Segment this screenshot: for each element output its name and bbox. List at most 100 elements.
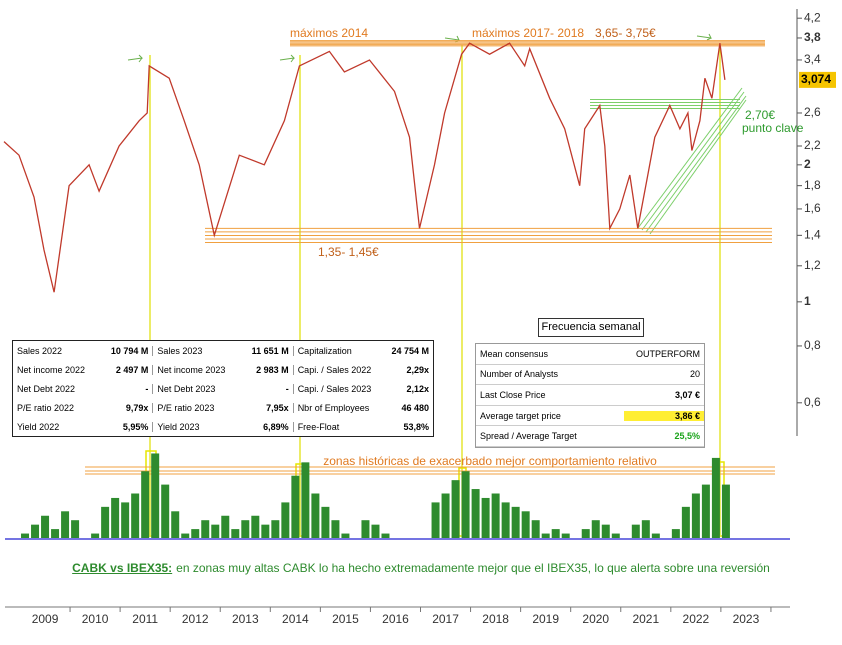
bar: [591, 520, 600, 538]
x-tick-label: 2012: [182, 612, 209, 626]
y-tick-label: 0,8: [804, 338, 821, 352]
table-cell: 5,95%: [101, 421, 154, 432]
y-tick-label: 2,2: [804, 138, 821, 152]
bar: [341, 533, 350, 538]
consensus-table: Mean consensus OUTPERFORM Number of Analys…: [475, 343, 705, 448]
x-tick-label: 2020: [582, 612, 609, 626]
bar: [301, 462, 310, 538]
table-cell: 20: [689, 369, 700, 380]
y-tick-label: 1: [804, 294, 811, 308]
table-cell: Sales 2023: [157, 345, 203, 356]
x-tick-label: 2010: [82, 612, 109, 626]
threshold: [85, 466, 775, 475]
bar: [671, 529, 680, 538]
bar: [361, 520, 370, 538]
zone-label: 2,70€: [745, 108, 775, 122]
x-tick-label: 2021: [632, 612, 659, 626]
table-row: Average target price 3,86 €: [476, 406, 704, 427]
table-row: Number of Analysts 20: [476, 365, 704, 386]
bar: [481, 497, 490, 538]
table-row: Mean consensus OUTPERFORM: [476, 344, 704, 365]
bar: [681, 506, 690, 538]
bar: [321, 506, 330, 538]
bar: [601, 524, 610, 538]
x-tick-label: 2019: [532, 612, 559, 626]
table-cell: Capitalization: [297, 345, 352, 356]
bar: [381, 533, 390, 538]
bar: [91, 533, 100, 538]
bar: [501, 502, 510, 538]
bar: [41, 515, 50, 538]
x-tick-label: 2013: [232, 612, 259, 626]
bar: [21, 533, 30, 538]
bar: [241, 520, 250, 538]
table-cell: Last Close Price: [480, 389, 546, 400]
annotation: máximos 2014: [290, 26, 368, 40]
table-cell: Sales 2022: [17, 345, 63, 356]
table-cell: 24 754 M: [391, 345, 430, 356]
zone-label: 1,35- 1,45€: [318, 245, 379, 259]
trend-channel: [637, 87, 747, 235]
x-tick-label: 2023: [733, 612, 760, 626]
x-tick-label: 2014: [282, 612, 309, 626]
y-tick-label: 0,6: [804, 395, 821, 409]
table-row: Yield 2022 5,95% Yield 2023 6,89% Free-Float…: [13, 417, 433, 436]
bar: [611, 533, 620, 538]
table-cell: Number of Analysts: [480, 369, 559, 380]
bar: [71, 520, 80, 538]
bar: [171, 511, 180, 538]
bar: [651, 533, 660, 538]
y-tick-label: 2: [804, 157, 811, 171]
table-row: Spread / Average Target 25,5%: [476, 426, 704, 447]
bar: [511, 506, 520, 538]
bar: [461, 471, 470, 538]
bar: [371, 524, 380, 538]
table-cell: 10 794 M: [101, 345, 154, 356]
bar: [561, 533, 570, 538]
bar: [531, 520, 540, 538]
table-cell: Yield 2022: [17, 421, 60, 432]
last-price-label: 3,074: [801, 72, 831, 86]
bar: [101, 506, 110, 538]
bar: [201, 520, 210, 538]
bar: [431, 502, 440, 538]
y-tick-label: 2,6: [804, 105, 821, 119]
bar: [471, 489, 480, 538]
y-tick-label: 3,4: [804, 52, 821, 66]
bar: [211, 524, 220, 538]
table-cell: Net Debt 2022: [17, 383, 76, 394]
bar: [491, 493, 500, 538]
bar: [221, 515, 230, 538]
bar: [131, 493, 140, 538]
bar: [271, 520, 280, 538]
bar: [711, 457, 720, 538]
table-cell: -: [242, 383, 294, 394]
x-tick-label: 2017: [432, 612, 459, 626]
bar: [311, 493, 320, 538]
bar: [141, 471, 150, 538]
table-cell: Nbr of Employees: [297, 402, 370, 413]
annotation: zonas históricas de exacerbado mejor com…: [323, 454, 657, 468]
table-cell: Capi. / Sales 2022: [297, 364, 372, 375]
table-cell: 9,79x: [101, 402, 154, 413]
bar: [261, 524, 270, 538]
table-cell: P/E ratio 2023: [157, 402, 215, 413]
x-tick-label: 2018: [482, 612, 509, 626]
table-cell: 2,29x: [406, 364, 430, 375]
table-cell: 53,8%: [403, 421, 430, 432]
bar: [521, 511, 530, 538]
bar: [551, 529, 560, 538]
bar: [61, 511, 70, 538]
bar: [641, 520, 650, 538]
caption-text: en zonas muy altas CABK lo ha hecho extr…: [176, 561, 770, 575]
last-price-box: [799, 71, 836, 88]
bar: [51, 529, 60, 538]
table-cell: 25,5%: [674, 431, 700, 442]
table-cell: Average target price: [480, 410, 561, 421]
table-cell: 3,07 €: [674, 389, 700, 400]
table-cell: Net income 2023: [157, 364, 226, 375]
caption-lead: CABK vs IBEX35:: [72, 561, 173, 575]
table-row: Net Debt 2022- Net Debt 2023- Capi. / Sale…: [13, 379, 433, 398]
